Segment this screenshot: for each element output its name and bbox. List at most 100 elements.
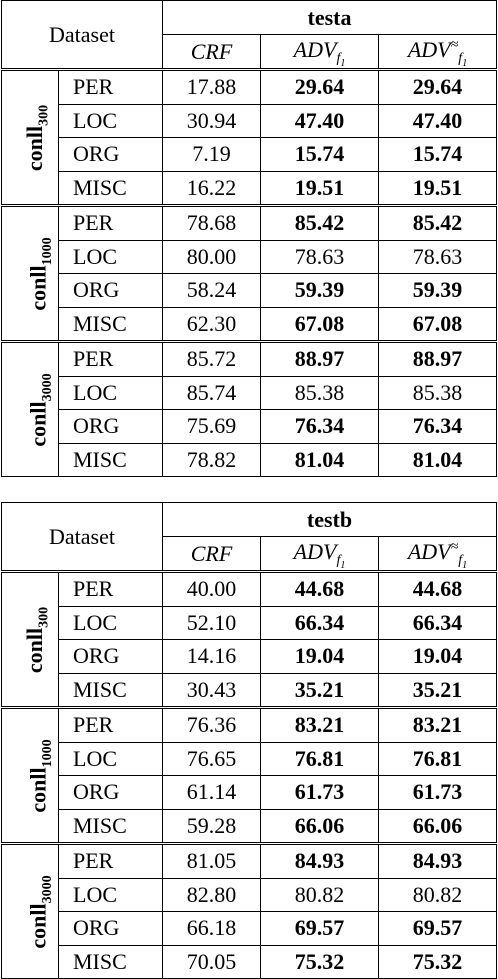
row-label: PER: [58, 843, 163, 879]
column-sub: f1: [336, 553, 345, 569]
group-cell: conll1000: [1, 707, 59, 845]
value-cell: 66.34: [260, 605, 379, 640]
value-cell: 85.42: [260, 205, 379, 241]
row-label: PER: [58, 571, 163, 607]
value-cell: 78.82: [162, 442, 261, 477]
row-label: ORG: [58, 775, 163, 810]
column-base: ADV: [293, 538, 337, 564]
column-name: ADVf1: [293, 36, 346, 66]
value-cell: 78.68: [162, 205, 261, 241]
group-cell: conll1000: [1, 205, 59, 343]
data-row: ORG 7.19 15.74 15.74: [2, 137, 498, 172]
group-name: conll: [22, 125, 48, 171]
value-cell: 85.42: [377, 205, 498, 241]
row-label: LOC: [58, 877, 163, 912]
value-cell: 44.68: [378, 571, 497, 607]
data-row: MISC 16.22 19.51 19.51: [2, 170, 498, 207]
data-row: ORG 75.69 76.34 76.34: [2, 409, 498, 444]
column-name: ADVf1: [293, 538, 346, 568]
row-label: ORG: [58, 273, 163, 308]
group-cell: conll3000: [1, 341, 59, 477]
value-cell: 67.08: [260, 306, 379, 343]
column-base: ADV: [407, 538, 451, 564]
row-label: PER: [58, 205, 163, 241]
value-cell: 76.81: [260, 741, 379, 776]
row-label: ORG: [58, 137, 163, 172]
row-label: PER: [58, 707, 163, 743]
group-cell: conll3000: [1, 843, 59, 979]
row-label: PER: [58, 69, 163, 105]
row-label: PER: [58, 341, 163, 377]
value-cell: 83.21: [260, 707, 379, 743]
value-cell: 15.74: [377, 137, 498, 172]
value-cell: 85.38: [377, 375, 498, 410]
value-cell: 29.64: [260, 69, 379, 105]
group-name: conll: [25, 766, 51, 813]
group-name: conll: [25, 902, 51, 949]
data-row: MISC 70.05 75.32 75.32: [2, 944, 497, 979]
value-cell: 67.08: [377, 306, 498, 343]
group-cell: conll300: [1, 69, 59, 207]
data-row: LOC 85.74 85.38 85.38: [2, 375, 498, 410]
group-name: conll: [25, 400, 51, 447]
value-cell: 82.80: [162, 877, 261, 912]
data-row: conll3000 PER 85.72 88.97 88.97: [1, 341, 498, 477]
value-cell: 17.88: [162, 69, 261, 105]
header-row: Dataset testb: [1, 502, 497, 573]
value-cell: 75.32: [260, 944, 379, 979]
value-cell: 84.93: [260, 843, 379, 879]
group-size: 1000: [40, 738, 56, 767]
value-cell: 47.40: [377, 103, 498, 138]
row-label: MISC: [58, 808, 163, 845]
column-sub: f1: [458, 553, 467, 569]
value-cell: 15.74: [260, 137, 379, 172]
value-cell: 19.04: [378, 639, 497, 674]
row-label: ORG: [58, 639, 163, 674]
value-cell: 19.51: [260, 170, 379, 207]
column-name: ADV≈f1: [407, 538, 467, 568]
dataset-header: Dataset: [1, 502, 163, 573]
value-cell: 81.04: [260, 442, 379, 477]
column-header-row: CRF ADVf1 ADV≈f1: [2, 536, 497, 573]
value-cell: 76.81: [378, 741, 497, 776]
row-label: MISC: [58, 306, 163, 343]
column-base: ADV: [293, 36, 337, 62]
row-label: LOC: [58, 239, 163, 274]
column-sup: ≈: [450, 37, 459, 53]
column-header-row: CRF ADVf1 ADV≈f1: [2, 34, 498, 71]
group-label: conll300: [22, 104, 51, 171]
row-label: ORG: [58, 409, 163, 444]
value-cell: 7.19: [162, 137, 261, 172]
data-row: conll1000 PER 78.68 85.42 85.42: [1, 205, 498, 343]
data-row: ORG 61.14 61.73 61.73: [2, 775, 497, 810]
value-cell: 85.38: [260, 375, 379, 410]
value-cell: 59.28: [162, 808, 261, 845]
value-cell: 70.05: [162, 944, 261, 979]
group-size: 3000: [40, 874, 56, 903]
value-cell: 14.16: [162, 639, 261, 674]
column-header: CRF: [162, 536, 261, 573]
value-cell: 61.73: [260, 775, 379, 810]
column-sub: f1: [336, 51, 346, 70]
row-label: LOC: [58, 741, 163, 776]
column-header: ADV≈f1: [377, 34, 498, 71]
data-row: ORG 58.24 59.39 59.39: [2, 273, 498, 308]
value-cell: 85.72: [162, 341, 261, 377]
value-cell: 84.93: [378, 843, 497, 879]
row-label: ORG: [58, 911, 163, 946]
results-table: Dataset testa CRF ADVf1 ADV≈f1 conll300 PER 17.…: [1, 0, 498, 477]
value-cell: 81.04: [377, 442, 498, 477]
value-cell: 75.32: [378, 944, 497, 979]
value-cell: 30.43: [162, 672, 261, 709]
split-header: testb: [162, 502, 497, 537]
group-size: 300: [36, 606, 52, 628]
data-row: conll300 PER 17.88 29.64 29.64: [1, 69, 498, 207]
column-header: CRF: [162, 34, 261, 71]
column-base: CRF: [190, 540, 233, 566]
data-row: MISC 78.82 81.04 81.04: [2, 442, 498, 477]
data-row: conll3000 PER 81.05 84.93 84.93: [1, 843, 497, 979]
value-cell: 80.82: [260, 877, 379, 912]
value-cell: 78.63: [260, 239, 379, 274]
column-subsub: 1: [340, 58, 346, 70]
row-label: LOC: [58, 103, 163, 138]
